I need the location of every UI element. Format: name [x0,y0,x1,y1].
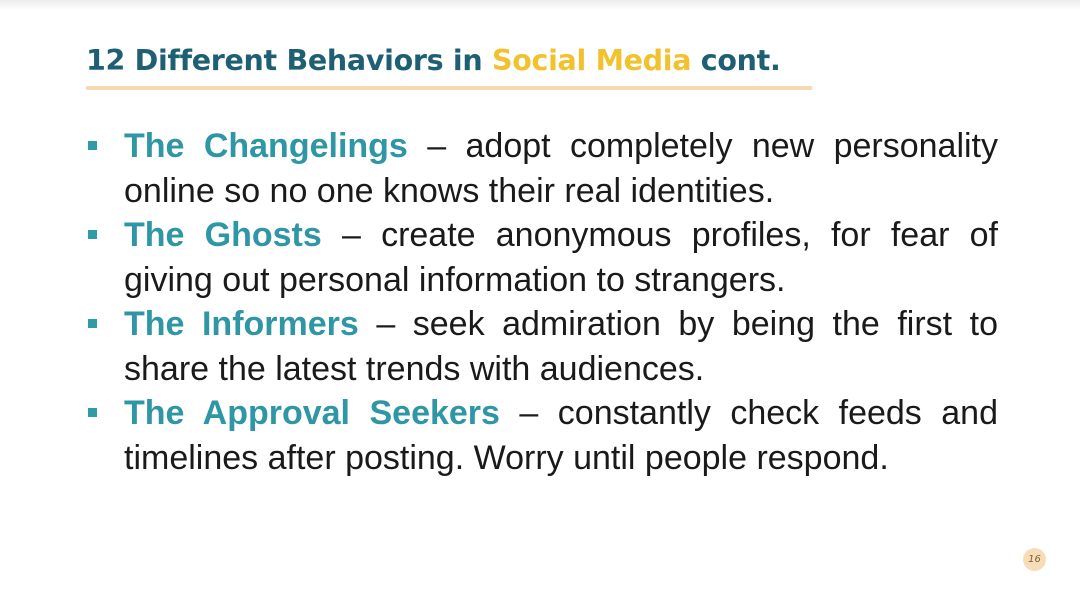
slide-title: 12 Different Behaviors in Social Media c… [86,44,781,77]
square-bullet-icon [88,141,97,150]
top-shade [0,0,1080,10]
bullet-term: The Changelings [124,127,408,165]
square-bullet-icon [88,319,97,328]
page-number-badge: 16 [1023,548,1046,571]
bullet-ghosts: The Ghosts – create anonymous profiles, … [86,213,998,302]
title-text: 12 Different Behaviors in [86,44,492,77]
bullet-term: The Informers [124,305,359,343]
bullet-changelings: The Changelings – adopt completely new p… [86,124,998,213]
bullet-description: – seek admiration by being the first to … [124,305,998,388]
title-underline [86,86,812,90]
square-bullet-icon [88,408,97,417]
bullet-informers: The Informers – seek admiration by being… [86,302,998,391]
square-bullet-icon [88,230,97,239]
bullet-term: The Approval Seekers [124,394,500,432]
title-suffix-text: cont. [691,44,781,77]
bullet-description: – constantly check feeds and timelines a… [124,394,998,477]
title-accent-text: Social Media [491,44,692,77]
bullet-description: – adopt completely new personality onlin… [124,127,998,210]
bullet-description: – create anonymous profiles, for fear of… [124,216,998,299]
bullet-list: The Changelings – adopt completely new p… [86,124,998,480]
bullet-term: The Ghosts [124,216,322,254]
bullet-approval-seekers: The Approval Seekers – constantly check … [86,391,998,480]
